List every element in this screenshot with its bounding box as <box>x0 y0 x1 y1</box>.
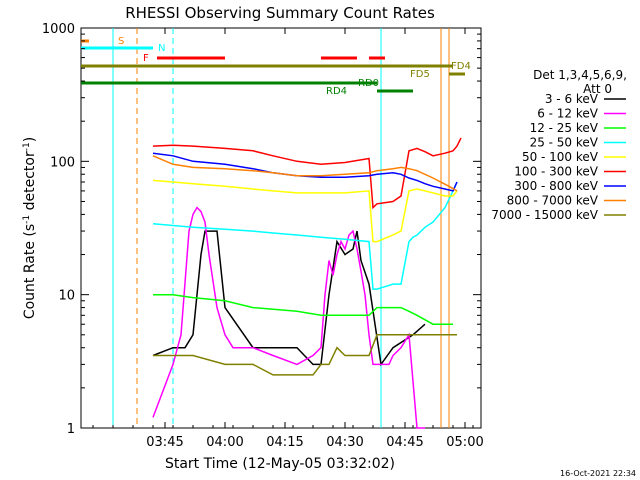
x-axis-label: Start Time (12-May-05 03:32:02) <box>165 456 395 472</box>
y-tick-label-3: 1000 <box>42 22 75 37</box>
y-label-part-1: Count Rate (s <box>22 224 38 319</box>
series-line-5 <box>152 137 462 210</box>
y-label-superscript-1: -1 <box>22 215 32 224</box>
footer-date: 16-Oct-2021 22:34 <box>560 469 636 478</box>
series-line-3 <box>152 181 458 290</box>
series-line-7 <box>152 155 458 192</box>
legend-label-6: 300 - 800 keV <box>514 179 598 193</box>
series-line-6 <box>152 152 458 192</box>
series-line-2 <box>153 293 453 325</box>
x-tick-label-2: 04:15 <box>266 435 303 450</box>
y-tick-label-0: 1 <box>67 422 75 437</box>
flag-label-fd5: FD5 <box>410 69 430 80</box>
y-axis-ticks: 1 10 100 1000 <box>42 22 481 437</box>
legend-title-line-1: Det 1,3,4,5,6,9, <box>533 68 627 82</box>
x-tick-label-1: 04:00 <box>206 435 243 450</box>
legend-label-7: 800 - 7000 keV <box>507 194 599 208</box>
legend-label-5: 100 - 300 keV <box>514 165 598 179</box>
y-label-superscript-2: -1 <box>22 142 32 151</box>
legend-label-4: 50 - 100 keV <box>522 150 599 164</box>
legend-label-0: 3 - 6 keV <box>545 92 599 106</box>
flag-label-s: S <box>118 36 124 47</box>
y-label-part-3: ) <box>22 137 38 142</box>
plot-area <box>80 27 482 429</box>
flag-label-rd4: RD4 <box>326 86 347 97</box>
flag-label-f: F <box>143 53 149 64</box>
x-tick-label-3: 04:30 <box>326 435 363 450</box>
y-label-part-2: detector <box>22 151 38 215</box>
series-lines <box>152 137 462 429</box>
series-line-8 <box>153 334 457 376</box>
legend-title-line-2: Att 0 <box>583 82 612 96</box>
x-tick-label-0: 03:45 <box>146 435 183 450</box>
y-tick-label-1: 10 <box>58 289 75 304</box>
event-lines <box>112 28 450 428</box>
y-tick-label-2: 100 <box>50 155 75 170</box>
x-tick-label-5: 05:00 <box>446 435 483 450</box>
legend-label-2: 12 - 25 keV <box>530 121 599 135</box>
chart-title: RHESSI Observing Summary Count Rates <box>125 4 435 22</box>
x-axis-ticks: 03:45 04:00 04:15 04:30 04:45 05:00 <box>92 28 484 450</box>
legend-label-8: 7000 - 15000 keV <box>491 208 598 222</box>
series-line-1 <box>152 206 425 429</box>
series-line-4 <box>152 179 458 243</box>
x-tick-label-4: 04:45 <box>386 435 423 450</box>
legend-label-1: 6 - 12 keV <box>537 107 599 121</box>
flag-label-fd4: FD4 <box>451 61 471 72</box>
flag-label-rd0: RD0 <box>358 78 379 89</box>
flag-label-n: N <box>158 43 165 54</box>
y-axis-label: Count Rate (s-1 detector-1) <box>22 137 38 319</box>
legend-label-3: 25 - 50 keV <box>530 136 599 150</box>
flag-bars: S NF FD4 FD5 RD0 RD4 <box>81 36 471 97</box>
